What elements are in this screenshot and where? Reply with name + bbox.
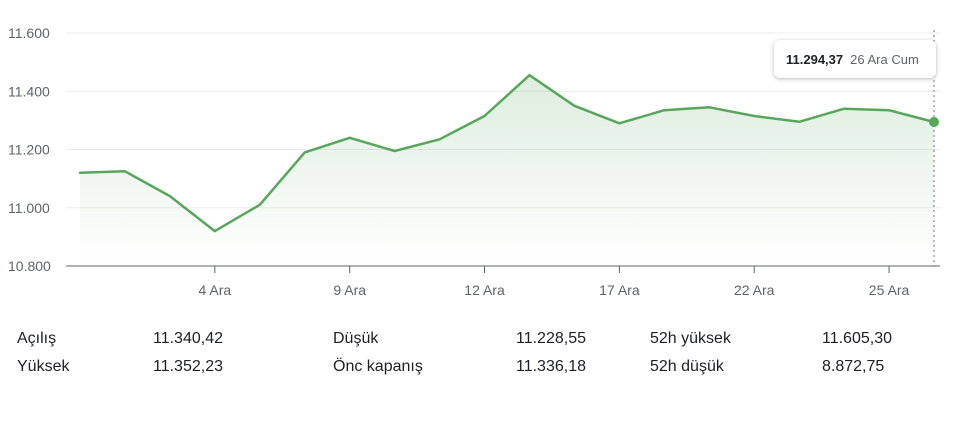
x-tick-label: 12 Ara bbox=[464, 282, 505, 298]
tooltip-value: 11.294,37 bbox=[786, 51, 844, 67]
stat-label-prev-close: Önc kapanış bbox=[333, 358, 423, 375]
stat-value-52w-high: 11.605,30 bbox=[822, 330, 892, 347]
stat-label-52w-low: 52h düşük bbox=[650, 358, 724, 375]
stat-label-52w-high: 52h yüksek bbox=[650, 330, 731, 347]
x-axis-ticks: 4 Ara 9 Ara 12 Ara 17 Ara 22 Ara 25 Ara bbox=[198, 266, 909, 298]
x-tick-label: 25 Ara bbox=[869, 282, 910, 298]
hover-point-marker bbox=[929, 117, 939, 128]
hover-tooltip: 11.294,37 26 Ara Cum bbox=[774, 40, 936, 78]
stat-label-high: Yüksek bbox=[17, 358, 70, 375]
x-tick-label: 4 Ara bbox=[198, 282, 231, 298]
stat-label-low: Düşük bbox=[333, 330, 379, 347]
price-line bbox=[78, 73, 936, 233]
y-tick-label: 11.400 bbox=[8, 83, 50, 99]
price-area-fill bbox=[80, 75, 934, 266]
stat-label-open: Açılış bbox=[17, 330, 57, 347]
stat-value-open: 11.340,42 bbox=[153, 330, 223, 347]
stat-value-prev-close: 11.336,18 bbox=[516, 358, 586, 375]
stats-table: Açılış 11.340,42 Yüksek 11.352,23 Düşük … bbox=[0, 326, 960, 386]
stat-value-low: 11.228,55 bbox=[516, 330, 586, 347]
y-tick-label: 11.600 bbox=[8, 25, 50, 41]
y-tick-label: 10.800 bbox=[8, 258, 51, 274]
x-tick-label: 22 Ara bbox=[734, 282, 775, 298]
x-tick-label: 9 Ara bbox=[333, 282, 366, 298]
x-tick-label: 17 Ara bbox=[599, 282, 640, 298]
stat-value-52w-low: 8.872,75 bbox=[822, 358, 885, 375]
price-chart[interactable]: 11.600 11.400 11.200 11.000 10.800 4 Ara 9 Ar… bbox=[0, 0, 960, 320]
stat-value-high: 11.352,23 bbox=[153, 358, 223, 375]
y-axis-labels: 11.600 11.400 11.200 11.000 10.800 bbox=[8, 25, 51, 274]
y-tick-label: 11.200 bbox=[8, 142, 50, 158]
y-tick-label: 11.000 bbox=[8, 200, 50, 216]
tooltip-date: 26 Ara Cum bbox=[850, 51, 919, 67]
